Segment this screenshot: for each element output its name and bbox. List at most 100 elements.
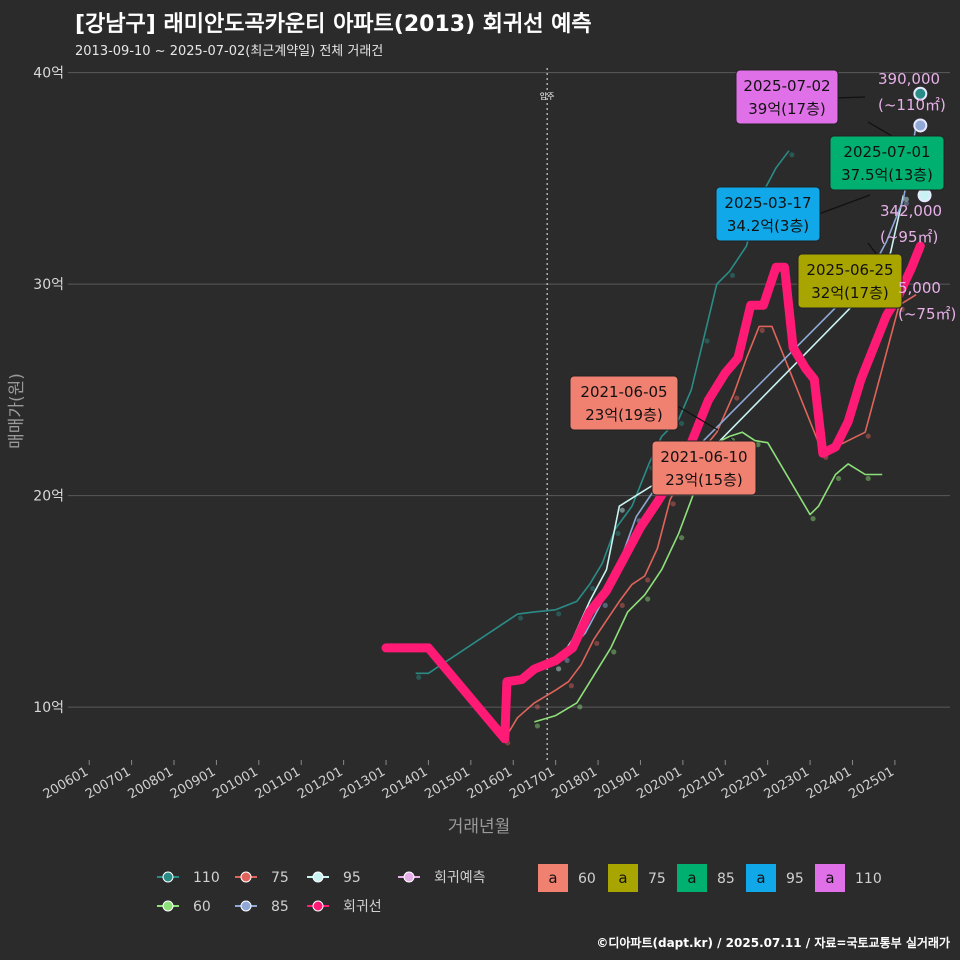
x-tick-label: 201101 bbox=[253, 764, 303, 802]
legend-label: 95 bbox=[343, 870, 361, 886]
series-point-110 bbox=[556, 611, 562, 617]
x-tick-label: 201801 bbox=[550, 764, 600, 802]
legend-box-glyph: a bbox=[618, 869, 627, 887]
annotation-box bbox=[735, 69, 839, 125]
series-point-75 bbox=[865, 433, 871, 439]
legend-box-key bbox=[746, 864, 776, 892]
legend-label: 회귀예측 bbox=[434, 870, 486, 886]
x-tick-label: 201301 bbox=[338, 764, 388, 802]
series-point-60 bbox=[755, 442, 761, 448]
forecast-value-label: 342,000 bbox=[880, 202, 942, 220]
series-point-110 bbox=[679, 420, 685, 427]
legend-box-label: 60 bbox=[578, 871, 596, 887]
x-tick-label: 200801 bbox=[126, 764, 176, 802]
series-point-75 bbox=[899, 306, 905, 312]
forecast-area-label: (~95㎡) bbox=[880, 228, 938, 246]
legend-label: 85 bbox=[271, 899, 289, 915]
series-point-110 bbox=[416, 674, 422, 680]
x-tick-label: 201901 bbox=[592, 764, 642, 802]
series-point-75 bbox=[734, 395, 740, 401]
annotation-price: 37.5억(13층) bbox=[841, 166, 933, 184]
series-point-95 bbox=[556, 666, 562, 672]
forecast-point bbox=[913, 118, 928, 133]
y-tick-label: 10억 bbox=[33, 700, 64, 716]
annotation-date: 2021-06-10 bbox=[660, 448, 747, 466]
annotation-box bbox=[651, 440, 757, 496]
series-point-75 bbox=[670, 501, 676, 507]
legend-key-point bbox=[312, 900, 324, 912]
x-tick-label: 201701 bbox=[507, 764, 557, 802]
annotation-date: 2021-06-05 bbox=[580, 383, 667, 401]
series-point-110 bbox=[789, 152, 795, 158]
annotation-price: 23억(19층) bbox=[585, 406, 662, 424]
annotation-box bbox=[829, 135, 945, 191]
forecast-value-label: 5,000 bbox=[898, 279, 941, 297]
annotation-box bbox=[715, 186, 821, 242]
annotation-date: 2025-07-01 bbox=[843, 143, 930, 161]
series-point-60 bbox=[577, 704, 583, 710]
legend-key-point bbox=[240, 871, 252, 883]
legend-box-label: 110 bbox=[855, 871, 882, 887]
legend-key-point bbox=[312, 871, 324, 883]
series-point-110 bbox=[589, 585, 596, 592]
y-tick-label: 30억 bbox=[33, 277, 64, 293]
series-point-75 bbox=[568, 683, 574, 689]
x-tick-label: 200901 bbox=[168, 764, 218, 802]
series-point-75 bbox=[759, 327, 765, 333]
annotation-price: 23억(15층) bbox=[665, 471, 742, 489]
legend-box-key bbox=[677, 864, 707, 892]
series-point-110 bbox=[729, 272, 736, 278]
legend-box-label: 85 bbox=[717, 871, 735, 887]
x-tick-label: 202001 bbox=[634, 764, 684, 802]
y-axis-title: 매매가(원) bbox=[7, 373, 27, 449]
series-point-60 bbox=[865, 475, 871, 482]
x-tick-label: 201401 bbox=[380, 764, 430, 802]
annotation-price: 32억(17층) bbox=[811, 284, 888, 302]
series-point-75 bbox=[645, 577, 651, 583]
annotation-price: 39억(17층) bbox=[748, 100, 825, 118]
series-point-60 bbox=[679, 535, 685, 541]
series-point-60 bbox=[810, 516, 816, 522]
series-point-60 bbox=[611, 649, 617, 655]
forecast-area-label: (~75㎡) bbox=[898, 305, 956, 323]
movein-label: 입주 bbox=[540, 92, 555, 101]
series-point-95 bbox=[619, 507, 625, 513]
series-point-75 bbox=[619, 602, 625, 608]
legend-box-label: 95 bbox=[786, 871, 804, 887]
x-tick-label: 202501 bbox=[846, 764, 896, 802]
chart-title: [강남구] 래미안도곡카운티 아파트(2013) 회귀선 예측 bbox=[75, 12, 592, 37]
legend-key-point bbox=[162, 900, 174, 912]
legend-box-glyph: a bbox=[825, 869, 834, 887]
x-tick-label: 202301 bbox=[762, 764, 812, 802]
annotation-date: 2025-03-17 bbox=[724, 194, 811, 212]
legend-box-glyph: a bbox=[756, 869, 765, 887]
chart-subtitle: 2013-09-10 ~ 2025-07-02(최근계약일) 전체 거래건 bbox=[75, 44, 384, 59]
legend-box-key bbox=[608, 864, 638, 892]
forecast-area-label: (~110㎡) bbox=[878, 96, 946, 114]
forecast-point bbox=[913, 86, 928, 101]
series-point-60 bbox=[645, 596, 651, 602]
annotation-date: 2025-06-25 bbox=[806, 261, 893, 279]
x-tick-label: 202101 bbox=[677, 764, 727, 802]
annotation-box bbox=[569, 375, 679, 431]
series-point-85 bbox=[564, 657, 570, 663]
annotation-leader bbox=[673, 403, 719, 431]
series-point-110 bbox=[615, 530, 621, 537]
x-tick-label: 201501 bbox=[422, 764, 472, 802]
legend-label: 75 bbox=[271, 870, 289, 886]
annotation-box bbox=[797, 253, 903, 309]
series-point-110 bbox=[704, 338, 710, 344]
y-tick-label: 20억 bbox=[33, 489, 64, 505]
x-tick-label: 201601 bbox=[465, 764, 515, 802]
series-point-75 bbox=[534, 704, 541, 710]
legend-key-point bbox=[240, 900, 252, 912]
series-line-85 bbox=[563, 125, 917, 657]
x-tick-label: 202401 bbox=[804, 764, 854, 802]
legend-label: 60 bbox=[193, 899, 211, 915]
series-point-60 bbox=[534, 723, 541, 729]
series-line-110 bbox=[415, 150, 790, 675]
series-point-60 bbox=[835, 475, 842, 482]
x-tick-label: 201001 bbox=[210, 764, 260, 802]
legend-key-point bbox=[162, 871, 174, 883]
